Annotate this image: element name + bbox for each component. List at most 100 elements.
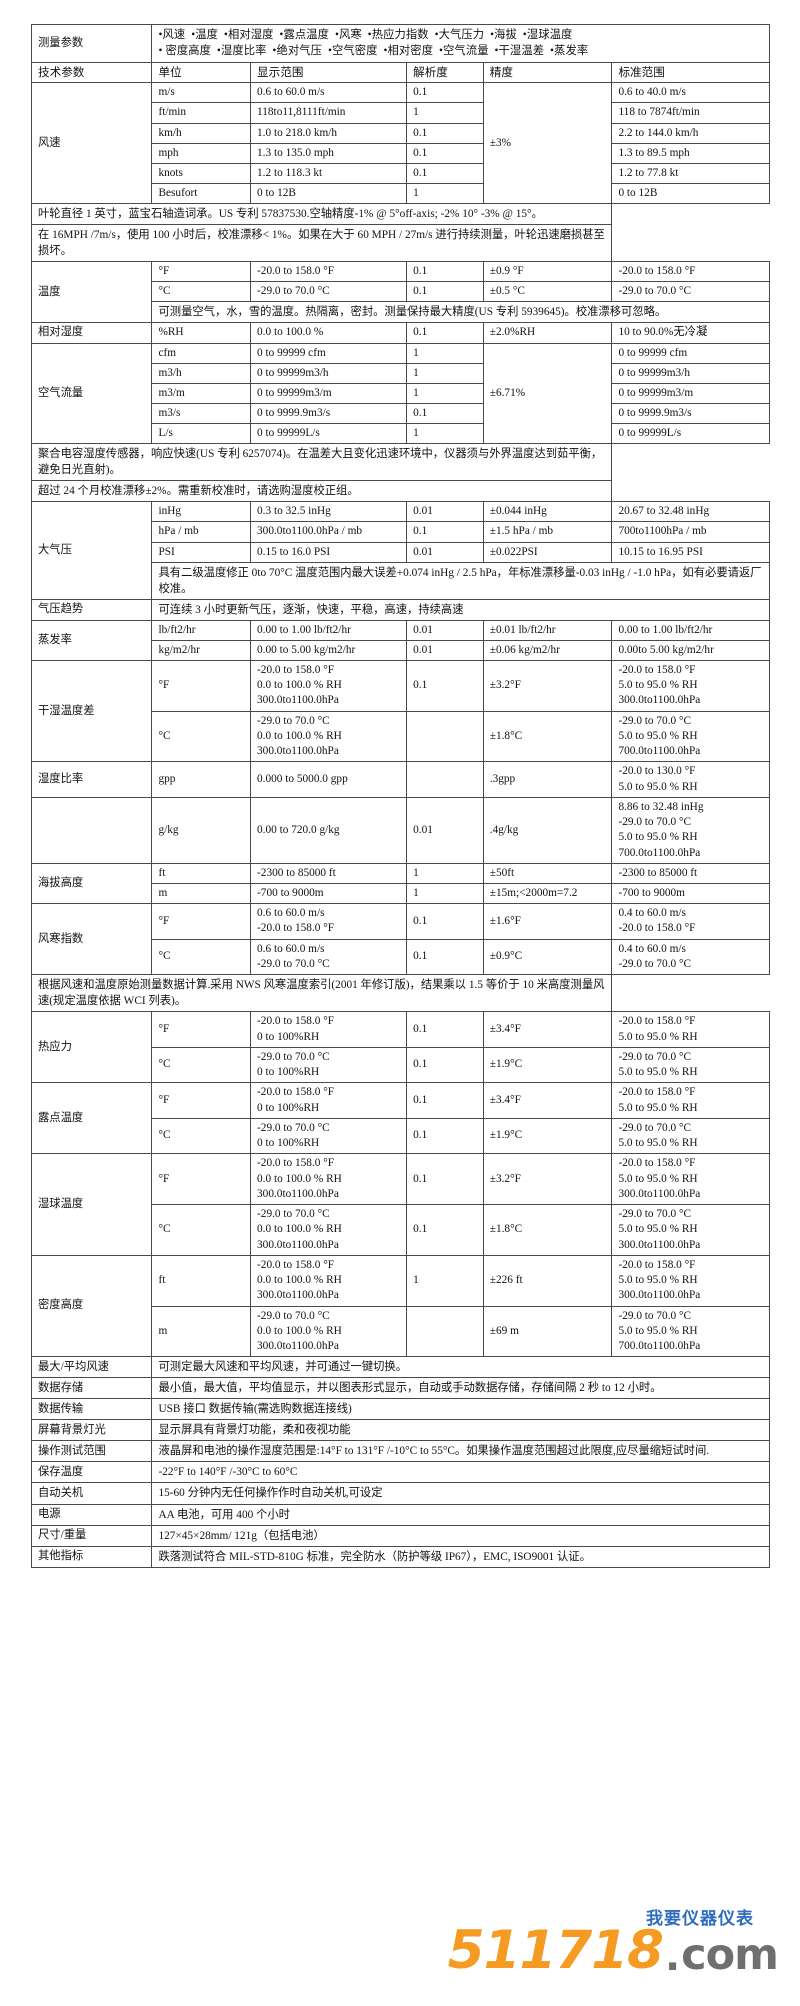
general-label: 自动关机 [30,1482,153,1505]
table-row-general-5: 保存温度 -22°F to 140°F /-30°C to 60°C [30,1461,770,1484]
measure-param-item: •相对密度 [383,45,434,58]
cell-range: 0.000 to 5000.0 gpp [250,761,408,798]
cell-standard: -29.0 to 70.0 °C 5.0 to 95.0 % RH 700.0to1… [611,1305,770,1358]
cell-line: 300.0to1100.0hPa [618,1238,701,1251]
logo-com: com [681,1930,779,1980]
cell-accuracy: ±3.2°F [482,1153,613,1206]
cell-accuracy: ±1.9°C [482,1117,613,1155]
cell-range: 0 to 99999m3/m [250,382,408,404]
general-label: 电源 [30,1503,153,1526]
cell-resolution: 0.1 [406,322,484,344]
cell-range: 0.3 to 32.5 inHg [250,501,408,523]
cell-standard: 0 to 9999.9m3/s [611,402,770,425]
cell-line: 5.0 to 95.0 % RH [618,1274,698,1287]
table-row-general-9: 其他指标 跌落测试符合 MIL-STD-810G 标准，完全防水（防护等级 IP… [30,1545,770,1568]
section-label-dew-point: 露点温度 [30,1082,153,1155]
section-label-evaporation: 蒸发率 [30,619,153,661]
cell-unit: m3/m [151,382,252,404]
general-value: USB 接口 数据传输(需选购数据连接线) [151,1398,770,1421]
cell-unit: m/s [151,82,252,104]
cell-standard: 700to1100hPa / mb [611,521,770,543]
cell-unit: °F [151,1011,252,1048]
table-row-wind-chill-note: 根据风速和温度原始测量数据计算.采用 NWS 风寒温度索引(2001 年修订版)… [30,974,770,1013]
cell-range: 118to11,8111ft/min [250,102,408,124]
cell-unit: %RH [151,322,252,344]
cell-standard: -20.0 to 158.0 °F [611,261,770,283]
table-row-barometric-3: PSI 0.15 to 16.0 PSI 0.01 ±0.022PSI 10.1… [32,541,770,563]
cell-line: 300.0to1100.0hPa [257,1289,339,1302]
section-label-wet-dry-diff: 干湿温度差 [30,659,153,763]
cell-range: 0.15 to 16.0 PSI [250,541,408,563]
cell-standard: -29.0 to 70.0 °C 5.0 to 95.0 % RH 300.0to1… [611,1204,770,1256]
cell-resolution: 1 [406,883,484,905]
measure-param-item: •干湿温差 [494,45,545,58]
cell-range: -700 to 9000m [250,883,408,905]
cell-accuracy: ±3.2°F [482,659,613,712]
section-label-relative-humidity: 相对湿度 [30,322,153,344]
cell-line: -29.0 to 70.0 °C [257,1309,330,1322]
measure-param-item: •风寒 [334,29,362,41]
table-row-air-flow-4: m3/s 0 to 9999.9m3/s 0.1 0 to 9999.9m3/s [32,402,770,425]
table-row-altitude-2: m -700 to 9000m 1 ±15m;<2000m=7.2 -700 t… [32,883,770,905]
cell-line: 5.0 to 95.0 % RH [618,1223,698,1236]
cell-line: -20.0 to 158.0 °F [257,922,335,935]
table-row-heat-stress-1: 热应力 °F -20.0 to 158.0 °F 0 to 100%RH 0.1 … [30,1011,770,1084]
column-header-unit: 单位 [151,61,252,84]
table-row-wind-speed-note1: 叶轮直径 1 英寸，蓝宝石轴造词承。US 专利 57837530.空轴精度-1%… [30,203,770,226]
table-row-air-flow-note1: 聚合电容湿度传感器，响应快速(US 专利 6257074)。在温差大且变化迅速环… [30,443,770,482]
cell-line: -29.0 to 70.0 °C [618,816,692,829]
cell-standard: -20.0 to 158.0 °F 5.0 to 95.0 % RH 300.0to… [611,659,770,712]
cell-accuracy: ±1.6°F [482,903,613,940]
specification-table: 测量参数 •风速 •温度 •相对湿度 •露点温度 •风寒 •热应力指数 •大气压… [30,24,770,1568]
cell-line: -29.0 to 70.0 °C [618,1309,692,1322]
cell-range: 0.6 to 60.0 m/s [250,82,408,104]
cell-resolution: 1 [406,342,484,364]
cell-line: -20.0 to 158.0 °F [618,1086,696,1099]
cell-unit: m [151,883,252,905]
cell-unit: °F [151,1153,252,1206]
table-row-wind-chill-1: 风寒指数 °F 0.6 to 60.0 m/s -20.0 to 158.0 °F… [30,903,770,976]
cell-line: 0.0 to 100.0 % RH [257,679,342,692]
cell-line: 5.0 to 95.0 % RH [618,1137,698,1150]
cell-standard: -29.0 to 70.0 °C 5.0 to 95.0 % RH 700.0to1… [611,710,770,763]
general-label: 其他指标 [30,1545,153,1568]
table-row-dew-point-2: °C -29.0 to 70.0 °C 0 to 100%RH 0.1 ±1.9°… [32,1117,770,1155]
cell-accuracy: ±0.022PSI [482,541,613,563]
measure-param-item: •湿球温度 [522,29,573,41]
cell-range: -20.0 to 158.0 °F [250,261,408,283]
cell-line: -20.0 to 158.0 °F [257,663,335,676]
cell-resolution: 1 [406,1254,484,1307]
cell-range: -29.0 to 70.0 °C 0 to 100%RH [250,1117,408,1155]
cell-range: 1.3 to 135.0 mph [250,142,408,164]
cell-resolution: 0.1 [406,402,484,425]
cell-line: -29.0 to 70.0 °C [618,714,692,727]
cell-line: -29.0 to 70.0 °C [257,957,330,970]
cell-unit: °C [151,1046,252,1084]
cell-unit: ft [151,1254,252,1307]
value-pressure-trend: 可连续 3 小时更新气压，逐渐，快速，平稳，高速，持续高速 [151,598,770,621]
cell-accuracy: ±50ft [482,862,613,885]
general-value: AA 电池，可用 400 个小时 [151,1503,770,1526]
cell-line: -29.0 to 70.0 °C [618,1208,692,1221]
cell-range: 0.00 to 5.00 kg/m2/hr [250,639,408,661]
cell-standard: 10.15 to 16.95 PSI [611,541,770,563]
general-value: 跌落测试符合 MIL-STD-810G 标准，完全防水（防护等级 IP67），E… [151,1545,770,1568]
cell-line: 700.0to1100.0hPa [618,846,701,859]
cell-resolution: 1 [406,102,484,124]
table-row-general-7: 电源 AA 电池，可用 400 个小时 [30,1503,770,1526]
general-label: 最大/平均风速 [30,1356,153,1379]
cell-accuracy: ±0.9°C [482,938,613,976]
measure-params-label: 测量参数 [30,24,153,63]
cell-line: -20.0 to 158.0 °F [618,1157,696,1170]
cell-resolution: 0.01 [406,541,484,563]
cell-unit: mph [151,142,252,164]
cell-resolution: 0.1 [406,82,484,104]
table-row-wind-speed-2: ft/min 118to11,8111ft/min 1 118 to 7874f… [32,102,770,124]
cell-standard: 0 to 99999m3/m [611,382,770,404]
cell-line: 0 to 100%RH [257,1030,320,1043]
measure-param-item: •大气压力 [434,29,485,41]
table-row-wind-speed-6: Besufort 0 to 12B 1 0 to 12B [32,182,770,205]
cell-resolution: 0.01 [406,796,484,864]
cell-range: -29.0 to 70.0 °C 0.0 to 100.0 % RH 300.0to… [250,1305,408,1358]
cell-standard: 1.3 to 89.5 mph [611,142,770,164]
